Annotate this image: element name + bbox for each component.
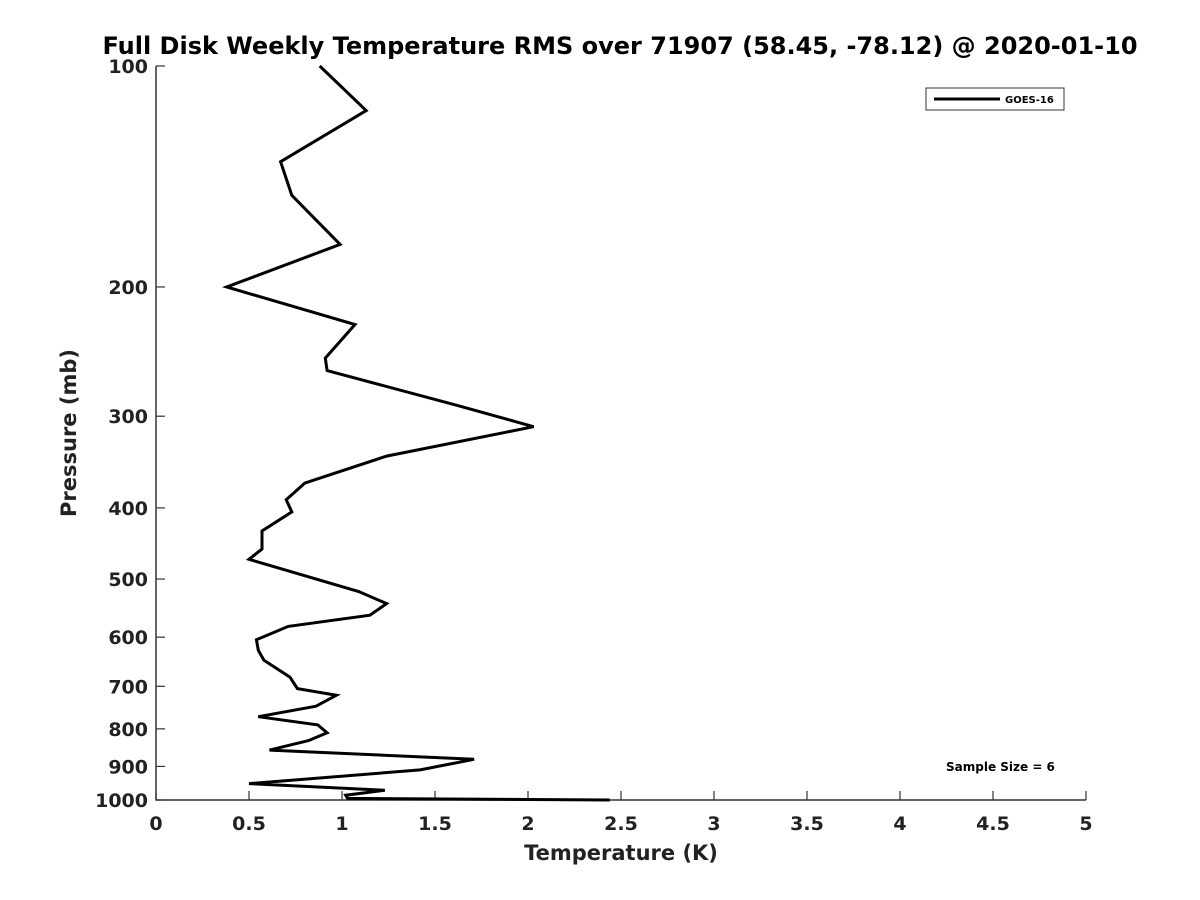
x-tick-label: 0.5 [232,813,266,835]
x-tick-label: 2.5 [604,813,638,835]
x-tick-label: 4 [893,813,906,835]
plot-area: 0 0.5 1 1.5 2 2.5 3 3.5 4 4.5 5 100 200 300 400 500 600… [95,56,1093,835]
x-tick-label: 5 [1079,813,1092,835]
y-tick-label: 300 [108,406,148,428]
y-axis-label: Pressure (mb) [57,349,81,517]
y-tick-label: 700 [108,676,148,698]
y-tick-label: 400 [108,498,148,520]
y-tick-label: 100 [108,56,148,78]
x-tick-label: 2 [521,813,534,835]
y-axis-ticks: 100 200 300 400 500 600 700 800 900 1000 [95,56,165,812]
x-tick-label: 1.5 [418,813,452,835]
legend: GOES-16 [925,87,1065,111]
x-tick-label: 4.5 [976,813,1010,835]
x-axis-label: Temperature (K) [524,841,718,865]
sample-size-annotation: Sample Size = 6 [946,760,1055,774]
axis-lines [155,66,1086,801]
series-line-goes-16 [221,64,610,802]
x-tick-label: 3.5 [790,813,824,835]
legend-entry-goes-16: GOES-16 [1005,95,1054,106]
y-tick-label: 600 [108,627,148,649]
y-tick-label: 500 [108,569,148,591]
y-tick-label: 200 [108,277,148,299]
x-axis-ticks: 0 0.5 1 1.5 2 2.5 3 3.5 4 4.5 5 [149,791,1093,835]
y-tick-label: 800 [108,719,148,741]
y-tick-label: 1000 [95,790,148,812]
chart-title: Full Disk Weekly Temperature RMS over 71… [102,32,1137,60]
x-tick-label: 0 [149,813,162,835]
x-tick-label: 1 [335,813,348,835]
x-tick-label: 3 [707,813,720,835]
y-tick-label: 900 [108,756,148,778]
